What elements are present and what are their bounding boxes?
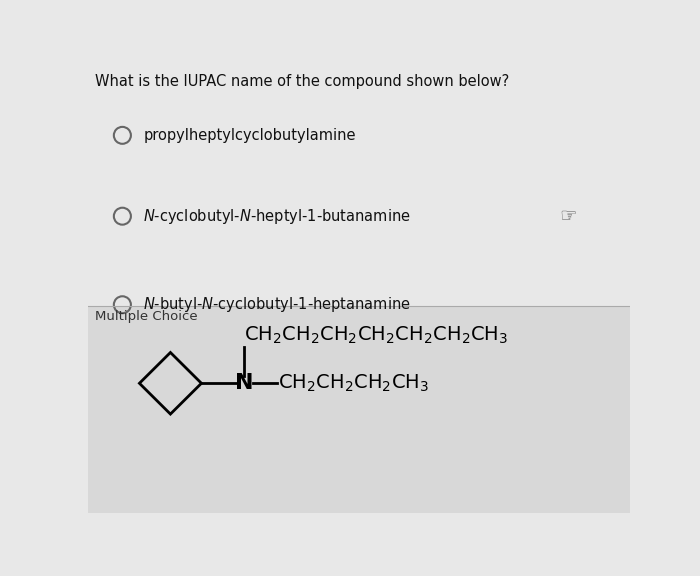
- Text: What is the IUPAC name of the compound shown below?: What is the IUPAC name of the compound s…: [95, 74, 510, 89]
- Text: N: N: [234, 373, 253, 393]
- Text: $\mathit{N}$-butyl-$\mathit{N}$-cyclobutyl-1-heptanamine: $\mathit{N}$-butyl-$\mathit{N}$-cyclobut…: [144, 295, 411, 314]
- Text: ☞: ☞: [559, 207, 577, 226]
- Text: propylheptylcyclobutylamine: propylheptylcyclobutylamine: [144, 128, 356, 143]
- Bar: [88, 306, 630, 513]
- Text: $\mathrm{CH_2CH_2CH_2CH_2CH_2CH_2CH_3}$: $\mathrm{CH_2CH_2CH_2CH_2CH_2CH_2CH_3}$: [244, 324, 508, 346]
- Bar: [88, 69, 630, 306]
- Text: $\mathit{N}$-cyclobutyl-$\mathit{N}$-heptyl-1-butanamine: $\mathit{N}$-cyclobutyl-$\mathit{N}$-hep…: [144, 207, 411, 226]
- Text: Multiple Choice: Multiple Choice: [95, 310, 198, 323]
- Text: $\mathrm{CH_2CH_2CH_2CH_3}$: $\mathrm{CH_2CH_2CH_2CH_3}$: [278, 373, 429, 394]
